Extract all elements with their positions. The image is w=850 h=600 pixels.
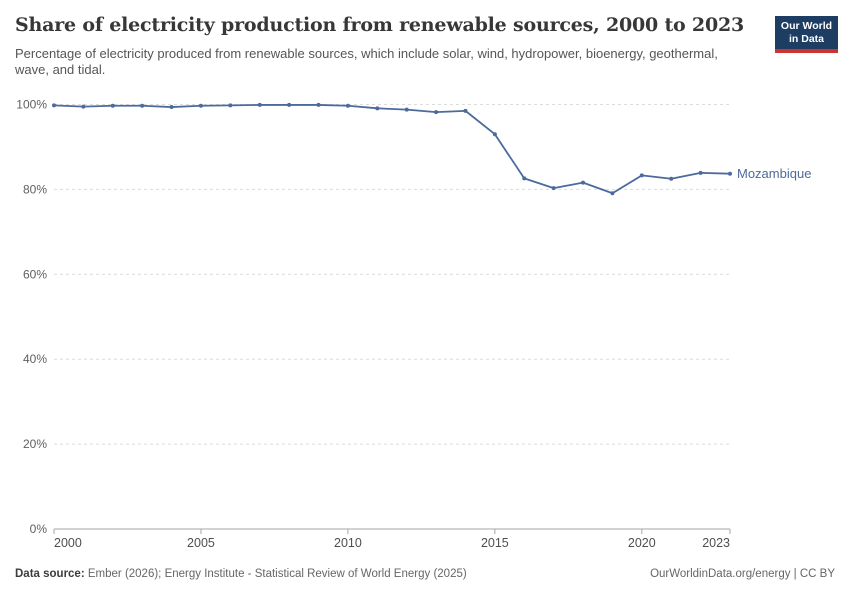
data-point[interactable] (492, 132, 497, 137)
data-point[interactable] (639, 173, 644, 178)
data-point[interactable] (404, 107, 409, 112)
data-point[interactable] (463, 108, 468, 113)
y-tick-label: 0% (30, 522, 48, 536)
data-point[interactable] (198, 103, 203, 108)
logo-line2: in Data (788, 32, 824, 45)
data-point[interactable] (610, 191, 615, 196)
chart-subtitle: Percentage of electricity produced from … (15, 46, 718, 77)
x-tick-label: 2005 (187, 536, 215, 550)
data-point[interactable] (522, 176, 527, 181)
x-tick-label: 2010 (334, 536, 362, 550)
data-point[interactable] (581, 180, 586, 185)
data-point[interactable] (140, 103, 145, 108)
data-point[interactable] (375, 106, 380, 111)
data-point[interactable] (316, 102, 321, 107)
data-point[interactable] (345, 103, 350, 108)
data-point[interactable] (287, 102, 292, 107)
series-line[interactable] (53, 104, 731, 195)
y-tick-label: 60% (23, 267, 47, 281)
data-point[interactable] (257, 102, 262, 107)
logo-line1: Our World (780, 20, 833, 32)
y-tick-label: 100% (16, 98, 47, 112)
page-title: Share of electricity production from ren… (15, 14, 745, 36)
data-point[interactable] (551, 186, 556, 191)
data-point[interactable] (728, 171, 732, 176)
y-tick-label: 80% (23, 182, 47, 196)
y-tick-label: 20% (23, 437, 47, 451)
data-point[interactable] (698, 170, 703, 175)
x-tick-label: 2015 (481, 536, 509, 550)
data-point[interactable] (228, 103, 233, 108)
data-source-label: Data source: (15, 568, 85, 580)
series-label[interactable]: Mozambique (737, 166, 811, 181)
x-tick-label: 2020 (628, 536, 656, 550)
data-point[interactable] (669, 176, 674, 181)
data-point[interactable] (52, 103, 56, 108)
owid-logo[interactable]: Our World in Data (775, 16, 838, 53)
y-tick-label: 40% (23, 352, 47, 366)
data-source: Data source: Ember (2026); Energy Instit… (15, 567, 467, 581)
data-point[interactable] (169, 105, 174, 110)
data-source-text: Ember (2026); Energy Institute - Statist… (87, 568, 467, 580)
license-text[interactable]: OurWorldinData.org/energy | CC BY (650, 568, 835, 580)
data-point[interactable] (110, 103, 115, 108)
chart-footer: Data source: Ember (2026); Energy Instit… (15, 567, 835, 581)
x-tick-label: 2023 (702, 536, 730, 550)
x-tick-label: 2000 (54, 536, 82, 550)
data-point[interactable] (81, 104, 86, 109)
data-point[interactable] (434, 110, 439, 115)
